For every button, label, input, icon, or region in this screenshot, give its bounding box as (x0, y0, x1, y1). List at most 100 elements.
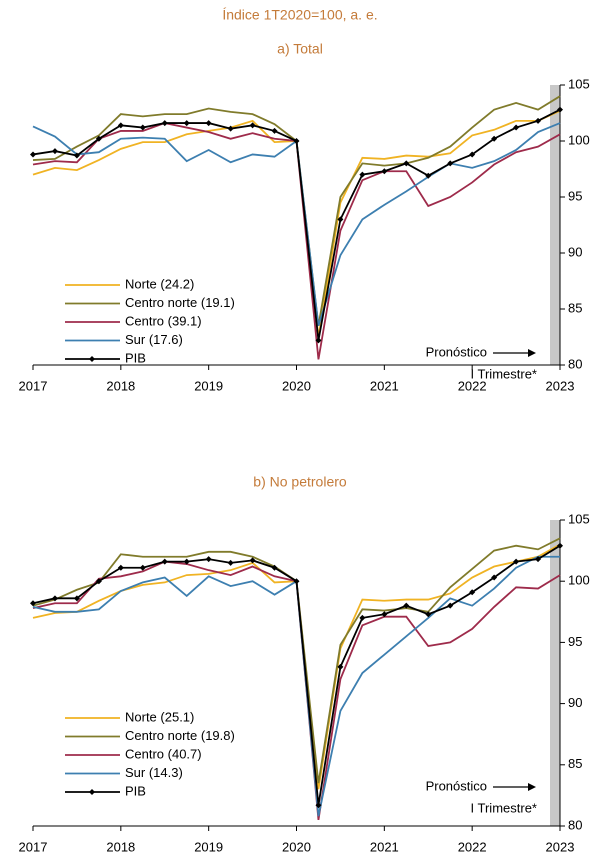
point-marker (315, 337, 322, 344)
point-marker (359, 614, 366, 621)
point-marker (73, 152, 80, 159)
point-marker (557, 106, 563, 113)
point-marker (30, 151, 36, 158)
chart-header: Índice 1T2020=100, a. e. (222, 7, 377, 23)
point-marker (513, 124, 520, 131)
forecast-shade (550, 85, 560, 365)
x-tick-label: 2018 (106, 378, 135, 393)
point-marker (117, 122, 124, 129)
point-marker (183, 120, 190, 127)
legend-label: Sur (17.6) (125, 332, 183, 347)
series-line (32, 537, 561, 784)
series-line (32, 544, 561, 806)
point-marker (491, 135, 498, 142)
x-tick-label: 2021 (370, 378, 399, 393)
point-marker (139, 124, 146, 131)
point-marker (513, 558, 520, 565)
legend-label: Centro (39.1) (125, 313, 202, 328)
point-marker (271, 127, 278, 134)
point-marker (447, 160, 454, 167)
point-marker (139, 564, 146, 571)
x-tick-label: 2019 (194, 378, 223, 393)
point-marker (557, 542, 563, 549)
legend-label: Centro norte (19.1) (125, 295, 235, 310)
annotation: I Trimestre* (471, 800, 537, 815)
legend-label: Sur (14.3) (125, 765, 183, 780)
annotation-arrowhead (528, 349, 536, 357)
legend-label: Centro norte (19.8) (125, 728, 235, 743)
y-tick-label: 80 (568, 356, 582, 371)
legend-label: Norte (24.2) (125, 276, 194, 291)
y-tick-label: 85 (568, 300, 582, 315)
chart-title: a) Total (277, 41, 323, 57)
x-tick-label: 2023 (546, 378, 575, 393)
y-tick-label: 85 (568, 756, 582, 771)
point-marker (30, 600, 36, 607)
x-tick-label: 2022 (458, 378, 487, 393)
legend-label: Centro (40.7) (125, 746, 202, 761)
legend-label: PIB (125, 783, 146, 798)
point-marker (337, 216, 344, 223)
point-marker (161, 120, 168, 127)
point-marker (425, 172, 432, 179)
annotation-arrowhead (528, 783, 536, 791)
point-marker (249, 122, 256, 129)
point-marker (469, 589, 476, 596)
y-tick-label: 100 (568, 132, 590, 147)
point-marker (117, 564, 124, 571)
point-marker (359, 171, 366, 178)
x-tick-label: 2020 (282, 839, 311, 854)
point-marker (491, 574, 498, 581)
x-tick-label: 2019 (194, 839, 223, 854)
forecast-shade (550, 520, 560, 826)
y-tick-label: 90 (568, 695, 582, 710)
y-tick-label: 95 (568, 188, 582, 203)
annotation: I Trimestre* (471, 366, 537, 381)
x-tick-label: 2018 (106, 839, 135, 854)
point-marker (51, 595, 58, 602)
x-tick-label: 2022 (458, 839, 487, 854)
point-marker (227, 125, 234, 132)
point-marker (73, 595, 80, 602)
y-tick-label: 100 (568, 573, 590, 588)
chart-title: b) No petrolero (253, 474, 347, 490)
legend-label: Norte (25.1) (125, 709, 194, 724)
point-marker (205, 556, 212, 563)
point-marker (535, 117, 542, 124)
y-tick-label: 105 (568, 76, 590, 91)
legend-marker (89, 356, 95, 362)
y-tick-label: 80 (568, 817, 582, 832)
point-marker (337, 663, 344, 670)
y-tick-label: 95 (568, 634, 582, 649)
point-marker (425, 611, 432, 618)
point-marker (205, 120, 212, 127)
point-marker (183, 558, 190, 565)
x-tick-label: 2021 (370, 839, 399, 854)
y-tick-label: 90 (568, 244, 582, 259)
series-line (32, 122, 561, 360)
legend-marker (89, 789, 95, 795)
y-tick-label: 105 (568, 511, 590, 526)
x-tick-label: 2017 (19, 839, 48, 854)
point-marker (381, 168, 388, 175)
point-marker (249, 557, 256, 564)
point-marker (227, 559, 234, 566)
annotation: Pronóstico (426, 778, 487, 793)
point-marker (95, 578, 102, 585)
point-marker (271, 564, 278, 571)
point-marker (535, 556, 542, 563)
point-marker (447, 602, 454, 609)
point-marker (403, 602, 410, 609)
point-marker (381, 611, 388, 618)
point-marker (469, 151, 476, 158)
x-tick-label: 2023 (546, 839, 575, 854)
x-tick-label: 2020 (282, 378, 311, 393)
annotation: Pronóstico (426, 344, 487, 359)
point-marker (95, 135, 102, 142)
legend-label: PIB (125, 350, 146, 365)
point-marker (403, 160, 410, 167)
point-marker (315, 802, 322, 809)
point-marker (161, 558, 168, 565)
x-tick-label: 2017 (19, 378, 48, 393)
